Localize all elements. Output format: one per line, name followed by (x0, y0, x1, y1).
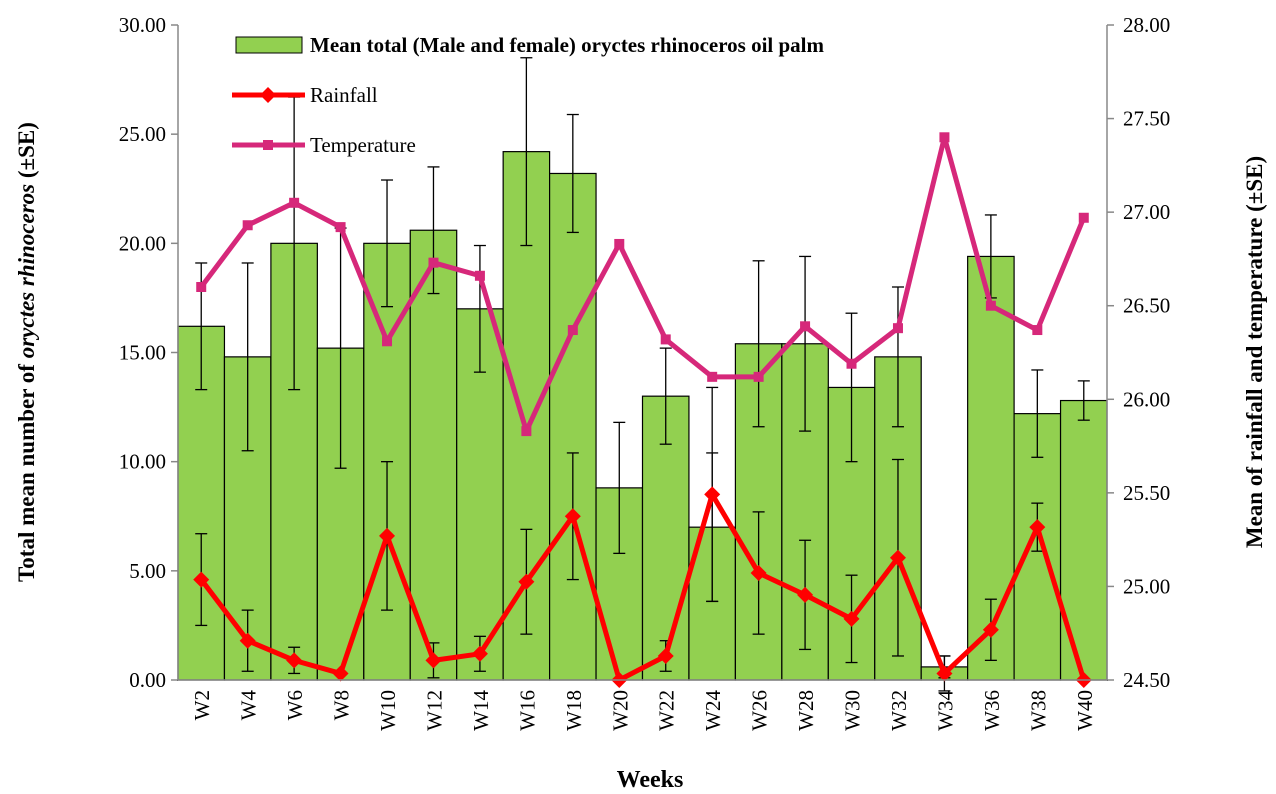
y-label-part: (±SE) (14, 122, 39, 184)
y-tick-label: 20.00 (119, 231, 166, 255)
x-tick-label: W8 (330, 690, 354, 720)
marker (239, 632, 256, 649)
marker (800, 321, 811, 332)
marker (939, 132, 950, 143)
x-tick-label: W14 (469, 690, 493, 731)
marker (1029, 519, 1046, 536)
x-tick-label: W30 (841, 690, 865, 731)
marker (657, 647, 674, 664)
marker (474, 270, 485, 281)
marker (196, 282, 207, 292)
line (199, 134, 1087, 434)
marker (889, 549, 906, 566)
y2-tick-label: 27.50 (1123, 107, 1170, 131)
x-tick-label: W36 (980, 690, 1004, 731)
y-tick-label: 30.00 (119, 13, 166, 37)
x-tick-label: W16 (515, 690, 539, 731)
x-axis-label: Weeks (617, 767, 684, 789)
y-tick-label: 0.00 (129, 668, 166, 692)
line (199, 491, 1087, 683)
y-label-part: oryctes rhinoceros (14, 184, 39, 358)
marker (843, 610, 860, 627)
legend-label: Temperature (310, 133, 416, 157)
marker (471, 645, 488, 662)
marker (985, 300, 996, 311)
marker (286, 652, 303, 669)
marker (982, 621, 999, 638)
marker (846, 358, 857, 369)
marker (704, 486, 721, 503)
y-axis-label: Total mean number of oryctes rhinoceros … (14, 122, 39, 582)
marker (242, 220, 253, 231)
x-tick-label: W32 (887, 690, 911, 731)
x-tick-label: W40 (1073, 690, 1097, 731)
marker (936, 665, 953, 682)
marker (518, 573, 535, 590)
marker (753, 371, 764, 382)
y-label-part: Total mean number of (14, 358, 39, 582)
legend-marker (263, 140, 273, 150)
y2-tick-label: 28.00 (1123, 13, 1170, 37)
marker (428, 257, 439, 268)
marker (332, 665, 349, 682)
marker (1032, 325, 1043, 336)
marker (750, 565, 767, 582)
x-tick-label: W34 (933, 690, 957, 731)
marker (564, 508, 581, 525)
x-tick-label: W6 (283, 690, 307, 720)
x-tick-label: W20 (608, 690, 632, 731)
x-tick-label: W2 (190, 690, 214, 720)
x-tick-label: W28 (794, 690, 818, 731)
y2-tick-label: 27.00 (1123, 200, 1170, 224)
marker (567, 325, 578, 336)
y-tick-label: 25.00 (119, 122, 166, 146)
legend-label: Rainfall (310, 83, 378, 107)
x-tick-label: W38 (1026, 690, 1050, 731)
bar (548, 172, 597, 681)
x-tick-label: W18 (562, 690, 586, 731)
marker (193, 571, 210, 588)
x-tick-label: W24 (701, 690, 725, 731)
marker (521, 426, 532, 437)
legend-swatch (235, 36, 303, 54)
y2-tick-label: 25.50 (1123, 481, 1170, 505)
marker (379, 527, 396, 544)
bar (1059, 399, 1108, 681)
marker (1078, 212, 1089, 223)
x-tick-label: W4 (237, 690, 261, 721)
x-tick-label: W12 (422, 690, 446, 731)
x-tick-label: W26 (748, 690, 772, 731)
y2-tick-label: 24.50 (1123, 668, 1170, 692)
y-tick-label: 10.00 (119, 450, 166, 474)
y2-tick-label: 25.00 (1123, 574, 1170, 598)
marker (707, 371, 718, 382)
y2-tick-label: 26.50 (1123, 294, 1170, 318)
y-tick-label: 5.00 (129, 559, 166, 583)
x-tick-label: W22 (655, 690, 679, 731)
y2-tick-label: 26.00 (1123, 387, 1170, 411)
marker (425, 652, 442, 669)
y-tick-label: 15.00 (119, 341, 166, 365)
legend-marker (260, 87, 276, 103)
x-tick-label: W10 (376, 690, 400, 731)
marker (382, 336, 393, 347)
y2-axis-label: Mean of rainfall and temperature (±SE) (1242, 156, 1267, 548)
legend-label: Mean total (Male and female) oryctes rhi… (310, 33, 825, 57)
marker (614, 238, 625, 249)
marker (660, 334, 671, 345)
marker (797, 586, 814, 603)
marker (892, 323, 903, 334)
marker (335, 222, 346, 233)
marker (289, 197, 300, 208)
